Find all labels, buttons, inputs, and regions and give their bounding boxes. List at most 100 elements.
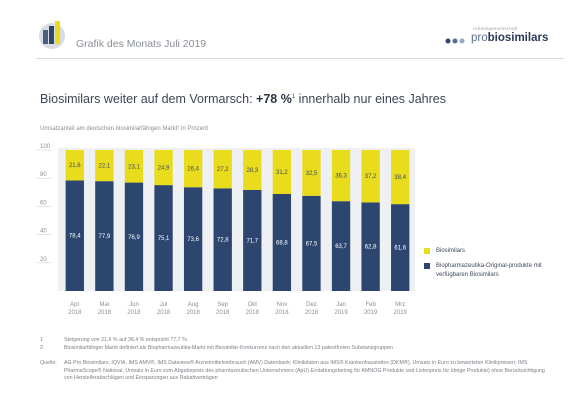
logo-icon xyxy=(36,18,68,50)
bar-originals xyxy=(65,180,84,291)
data-label-originals: 73,6 xyxy=(187,237,199,243)
x-tick-label-year: 2019 xyxy=(364,310,378,316)
bar-originals xyxy=(95,181,114,291)
data-label-biosimilars: 36,3 xyxy=(335,174,347,180)
bar-biosimilars xyxy=(183,150,203,188)
data-label-biosimilars: 24,9 xyxy=(158,166,170,172)
footnote-number: 2 xyxy=(40,344,43,351)
y-tick-label: 60 xyxy=(40,200,47,206)
bar-biosimilars xyxy=(243,150,262,190)
footnotes: 1 Steigerung von 21,6 % auf 38,4 % entsp… xyxy=(40,337,393,352)
data-label-biosimilars: 37,2 xyxy=(365,174,377,180)
x-tick-label-month: Sep xyxy=(217,302,228,308)
footnote-1: 1 Steigerung von 21,6 % auf 38,4 % entsp… xyxy=(40,337,393,345)
x-tick-label-month: Mrz xyxy=(395,302,405,308)
bar-biosimilars xyxy=(154,150,173,186)
data-label-originals: 63,7 xyxy=(335,244,347,250)
bar-originals xyxy=(361,202,380,291)
data-label-originals: 62,8 xyxy=(365,245,377,251)
data-label-biosimilars: 27,2 xyxy=(217,167,229,173)
data-label-originals: 76,9 xyxy=(128,235,140,241)
brand-small-label: Arbeitsgemeinschaft xyxy=(473,26,518,31)
x-tick-label-month: Mai xyxy=(100,302,110,308)
x-tick-label-month: Okt xyxy=(248,302,258,308)
bar-biosimilars xyxy=(65,150,84,181)
bar-biosimilars xyxy=(213,150,232,189)
brand-name: probiosimilars xyxy=(471,32,548,44)
footnote-2: 2 Biosimilarfähiger Markt definiert als … xyxy=(40,345,393,353)
data-label-biosimilars: 23,1 xyxy=(128,164,140,170)
data-label-originals: 67,5 xyxy=(306,241,318,247)
brand-pro-text: pro xyxy=(471,32,488,44)
bar-originals xyxy=(154,185,173,291)
y-tick-label: 40 xyxy=(40,229,47,235)
data-label-originals: 71,7 xyxy=(246,238,258,244)
legend-swatch-originals xyxy=(424,263,430,269)
y-tick-label: 80 xyxy=(40,172,47,178)
bar-biosimilars xyxy=(302,150,321,196)
title-prefix: Biosimilars weiter auf dem Vormarsch: xyxy=(40,92,257,106)
bar-biosimilars xyxy=(391,150,410,205)
x-tick-label-year: 2018 xyxy=(157,310,171,316)
data-label-biosimilars: 38,4 xyxy=(394,175,406,181)
source-text: AG Pro Biosimilars, IQVIA, IMS AMV®, IMS… xyxy=(64,360,545,381)
y-tick-label: 20 xyxy=(40,257,47,263)
header-divider xyxy=(36,58,564,59)
source-note: Quelle: AG Pro Biosimilars, IQVIA, IMS A… xyxy=(40,360,570,383)
plot-background xyxy=(58,148,415,291)
x-tick-label-month: Jul xyxy=(160,302,168,308)
bar-originals xyxy=(302,195,321,291)
brand-bio-text: biosimilars xyxy=(487,32,549,44)
title-footnote-ref: 1 xyxy=(291,93,296,100)
x-tick-label-year: 2019 xyxy=(394,310,408,316)
y-tick-label: 100 xyxy=(40,144,51,150)
data-label-originals: 75,1 xyxy=(158,236,170,242)
x-tick-label-year: 2018 xyxy=(305,310,319,316)
bar-originals xyxy=(124,182,144,291)
legend-item-originals: Biopharmazeutika-Original-produkte mit v… xyxy=(424,262,556,280)
bar-originals xyxy=(243,189,262,291)
x-tick-label-month: Dez xyxy=(306,302,317,308)
footnote-text: Biosimilarfähiger Markt definiert als Bi… xyxy=(64,344,393,351)
data-label-biosimilars: 21,6 xyxy=(69,163,81,169)
x-tick-label-month: Nov xyxy=(277,302,288,308)
page-title: Biosimilars weiter auf dem Vormarsch: +7… xyxy=(40,92,446,106)
x-tick-label-year: 2019 xyxy=(334,310,348,316)
source-label: Quelle: xyxy=(40,360,57,366)
x-tick-label-year: 2018 xyxy=(98,310,112,316)
bar-originals xyxy=(183,187,203,291)
bar-originals xyxy=(213,188,232,291)
x-tick-label-month: Aug xyxy=(188,302,199,308)
x-tick-label-month: Jun xyxy=(129,302,139,308)
legend-label-originals: Biopharmazeutika-Original-produkte mit v… xyxy=(436,263,542,278)
bar-biosimilars xyxy=(95,150,114,182)
chart-subtitle: Umsatzanteil am deutschen biosimilarfähi… xyxy=(40,126,209,132)
data-label-originals: 78,4 xyxy=(69,234,81,240)
legend-swatch-biosimilars xyxy=(424,248,430,254)
data-label-biosimilars: 28,3 xyxy=(246,168,258,174)
x-tick-label-year: 2018 xyxy=(186,310,200,316)
bar-originals xyxy=(331,201,351,291)
chart-legend: Biosimilars Biopharmazeutika-Original-pr… xyxy=(424,247,556,286)
data-label-biosimilars: 22,1 xyxy=(99,164,111,170)
data-label-originals: 72,8 xyxy=(217,238,229,244)
x-tick-label-month: Feb xyxy=(365,302,376,308)
legend-item-biosimilars: Biosimilars xyxy=(424,247,556,256)
x-tick-label-year: 2018 xyxy=(127,310,141,316)
bar-biosimilars xyxy=(272,150,292,194)
title-suffix: innerhalb nur eines Jahres xyxy=(295,92,446,106)
data-label-originals: 61,6 xyxy=(394,246,406,252)
bar-originals xyxy=(272,193,292,291)
data-label-biosimilars: 31,2 xyxy=(276,170,288,176)
x-tick-label-year: 2018 xyxy=(68,310,82,316)
brand-dots-icon xyxy=(445,38,465,44)
x-tick-label-year: 2018 xyxy=(275,310,289,316)
data-label-biosimilars: 26,4 xyxy=(187,167,199,173)
data-label-originals: 68,8 xyxy=(276,240,288,246)
x-tick-label-month: Jan xyxy=(336,302,346,308)
x-tick-label-year: 2018 xyxy=(216,310,230,316)
data-label-originals: 77,9 xyxy=(99,234,111,240)
legend-label-biosimilars: Biosimilars xyxy=(436,248,466,254)
title-highlight: +78 % xyxy=(256,92,292,106)
bar-biosimilars xyxy=(331,150,351,202)
